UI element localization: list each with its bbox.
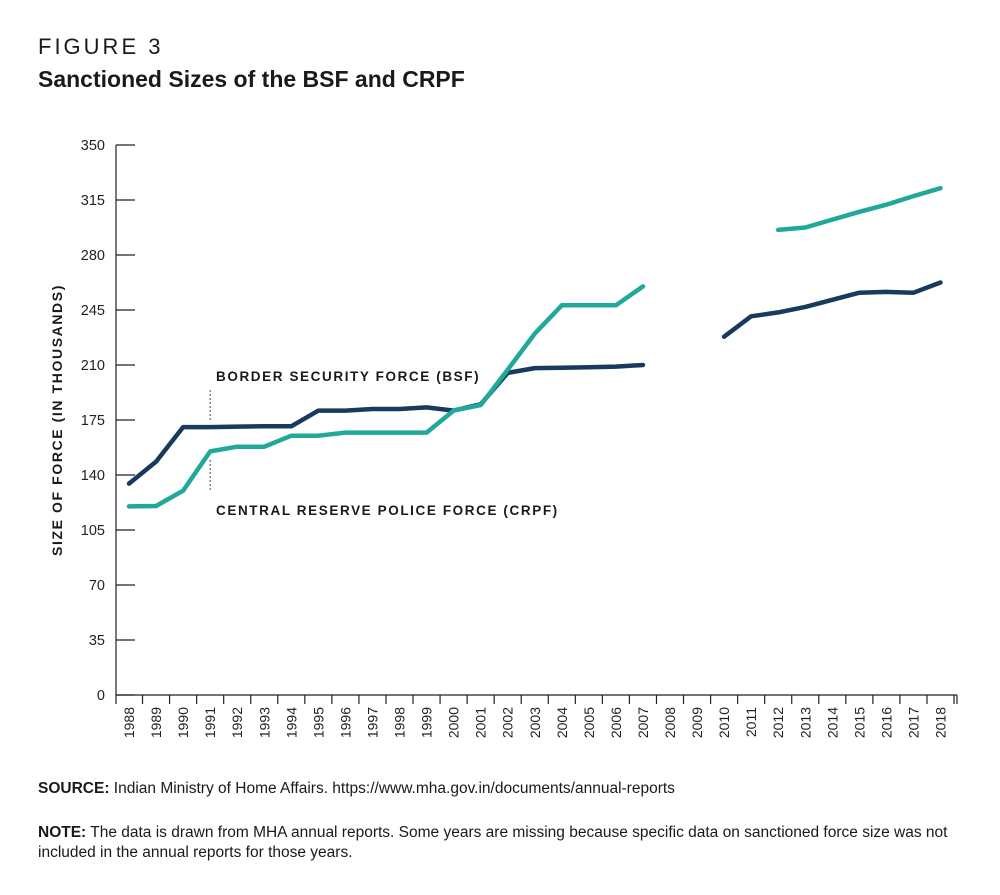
note-text: The data is drawn from MHA annual report…: [38, 824, 948, 861]
figure-title: Sanctioned Sizes of the BSF and CRPF: [38, 66, 465, 92]
chart-axes: 0 35 70 105 140 175 210 245 280 315 350 SIZE OF FOR…: [49, 138, 958, 738]
x-tick-label: 1989: [148, 707, 164, 738]
x-tick-label: 1994: [283, 707, 299, 738]
x-tick-label: 2008: [662, 707, 678, 738]
series-crpf: [126, 185, 943, 509]
crpf-annotation: CENTRAL RESERVE POLICE FORCE (CRPF): [216, 503, 559, 518]
x-tick-label: 1998: [392, 707, 408, 738]
x-tick-label: 2012: [770, 707, 786, 738]
x-tick-label: 2005: [581, 707, 597, 738]
y-tick-label: 245: [81, 303, 105, 319]
x-tick-label: 2011: [743, 707, 759, 737]
y-tick-label: 105: [81, 523, 105, 539]
x-tick-label: 2010: [716, 707, 732, 738]
y-tick-label: 350: [81, 138, 105, 154]
x-tick-label: 1993: [256, 707, 272, 738]
source-text: Indian Ministry of Home Affairs. https:/…: [109, 780, 675, 797]
x-tick-label: 1996: [337, 707, 353, 738]
y-tick-label: 210: [81, 358, 105, 374]
y-tick-label: 70: [89, 578, 105, 594]
x-tick-label: 2004: [554, 707, 570, 738]
series-line-segment: [126, 284, 646, 509]
x-tick-label: 2000: [446, 707, 462, 738]
source-label: SOURCE:: [38, 780, 110, 797]
x-tick-label: 2007: [635, 707, 651, 738]
y-tick-label: 140: [81, 468, 105, 484]
y-tick-label: 315: [81, 193, 105, 209]
x-tick-label: 2016: [878, 707, 894, 738]
x-tick-label: 2001: [473, 707, 489, 738]
x-tick-label: 1988: [121, 707, 137, 738]
x-tick-label: 1991: [202, 707, 218, 738]
chart-annotations: BORDER SECURITY FORCE (BSF) CENTRAL RESER…: [209, 369, 559, 518]
chart-series: [126, 185, 943, 509]
x-tick-label: 2013: [797, 707, 813, 738]
note-text-block: NOTE: The data is drawn from MHA annual …: [38, 823, 968, 863]
x-tick-label: 1995: [310, 707, 326, 738]
x-tick-label: 1992: [229, 707, 245, 738]
x-tick-label: 1990: [175, 707, 191, 738]
x-tick-label: 1997: [364, 707, 380, 738]
x-tick-label: 2018: [933, 707, 949, 738]
series-line-segment: [721, 280, 943, 339]
y-tick-label: 35: [89, 633, 105, 649]
y-axis-title: SIZE OF FORCE (IN THOUSANDS): [49, 284, 65, 556]
x-tick-label: 2014: [824, 707, 840, 738]
x-tick-label: 1999: [419, 707, 435, 738]
bsf-annotation: BORDER SECURITY FORCE (BSF): [216, 369, 480, 384]
y-tick-label: 280: [81, 248, 105, 264]
series-line-segment: [775, 185, 943, 233]
note-label: NOTE:: [38, 824, 87, 841]
y-tick-label: 175: [81, 413, 105, 429]
x-tick-label: 2006: [608, 707, 624, 738]
x-tick-label: 2003: [527, 707, 543, 738]
x-tick-label: 2002: [500, 707, 516, 738]
x-tick-label: 2017: [905, 707, 921, 738]
figure-label: FIGURE 3: [38, 34, 164, 59]
series-line-segment: [126, 362, 646, 486]
x-tick-label: 2009: [689, 707, 705, 738]
x-tick-label: 2015: [851, 707, 867, 738]
y-tick-label: 0: [97, 688, 105, 704]
source-note: SOURCE: Indian Ministry of Home Affairs.…: [38, 780, 675, 798]
